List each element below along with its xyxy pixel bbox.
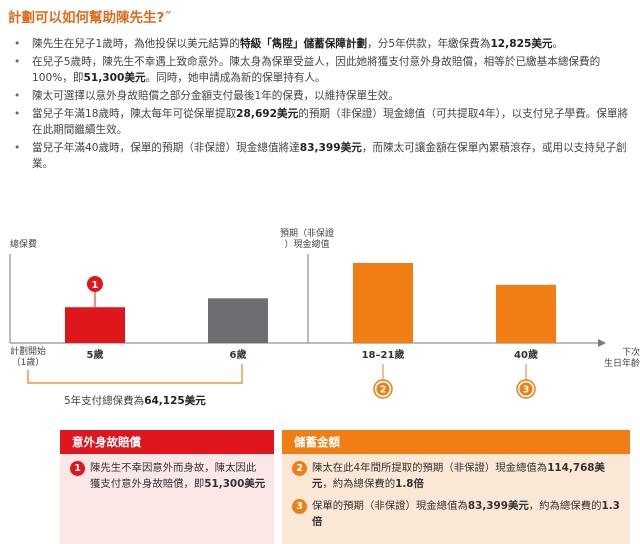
marker-2-badge: 2 [292, 461, 307, 476]
marker-circle-3 [519, 382, 533, 396]
marker-circle-1 [87, 276, 103, 292]
bullet-4: 當兒子年滿18歲時，陳太每年可從保單提取28,692美元的預期（非保證）現金總值… [10, 106, 635, 138]
savings-heading: 儲蓄金額 [282, 430, 630, 454]
marker-label-3: 3 [523, 385, 530, 396]
death-benefit-heading: 意外身故賠償 [60, 430, 274, 454]
death-benefit-panel: 意外身故賠償 1 陳先生不幸因意外而身故，陳太因此獲支付意外身故賠償，即51,3… [60, 430, 274, 544]
payment-bracket [27, 364, 243, 384]
right-axis-label: 預期（非保證 ）現金總值 [279, 229, 334, 250]
bar-1 [65, 307, 125, 343]
bar-4 [496, 284, 556, 343]
savings-panel: 儲蓄金額 2 陳太在此4年間所提取的預期（非保證）現金總值為114,768美元，… [282, 430, 630, 544]
tick-label-2: 6歲 [230, 348, 247, 361]
bullet-1: 陳先生在兒子1歲時，為他投保以美元結算的特級「雋陞」儲蓄保障計劃，分5年供款，年… [10, 36, 635, 52]
marker-ring-2 [373, 379, 393, 399]
baseline-arrow [598, 339, 606, 347]
marker-circle-2 [376, 382, 390, 396]
left-axis-label: 總保費 [10, 240, 38, 250]
scenario-bullets: 陳先生在兒子1歲時，為他投保以美元結算的特級「雋陞」儲蓄保障計劃，分5年供款，年… [10, 36, 635, 174]
tick-label-4: 40歲 [514, 348, 538, 361]
bullet-2: 在兒子5歲時，陳先生不幸遇上致命意外。陳太身為保單受益人，因此她將獲支付意外身故… [10, 54, 635, 86]
bullet-3: 陳太可選擇以意外身故賠償之部分金額支付最後1年的保費，以維持保單生效。 [10, 88, 635, 104]
marker-label-1: 1 [92, 280, 99, 291]
death-benefit-item: 1 陳先生不幸因意外而身故，陳太因此獲支付意外身故賠償，即51,300美元 [60, 460, 274, 492]
bar-2 [208, 298, 268, 343]
savings-item-2: 2 陳太在此4年間所提取的預期（非保證）現金總值為114,768美元，約為總保費… [282, 460, 630, 492]
total-premium-note: 5年支付總保費為64,125美元 [64, 395, 206, 407]
axis-end-label: 下次 生日年齡 [603, 348, 640, 369]
savings-item-3: 3 保單的預期（非保證）現金總值為83,399美元，約為總保費的1.3倍 [282, 498, 630, 530]
page-title: 計劃可以如何幫助陳先生?˝ [8, 10, 172, 26]
marker-ring-3 [516, 379, 536, 399]
title-arrow-glyph: ˝ [164, 10, 172, 26]
marker-3-badge: 3 [292, 499, 307, 514]
marker-label-2: 2 [380, 385, 387, 396]
axis-start-label: 計劃開始 （1歲） [9, 347, 46, 368]
marker-1-badge: 1 [70, 461, 85, 476]
tick-label-3: 18–21歲 [362, 348, 405, 361]
bullet-5: 當兒子年滿40歲時，保單的預期（非保證）現金總值將達83,399美元，而陳太可讓… [10, 140, 635, 172]
tick-label-1: 5歲 [87, 348, 104, 361]
bar-3 [353, 263, 413, 343]
